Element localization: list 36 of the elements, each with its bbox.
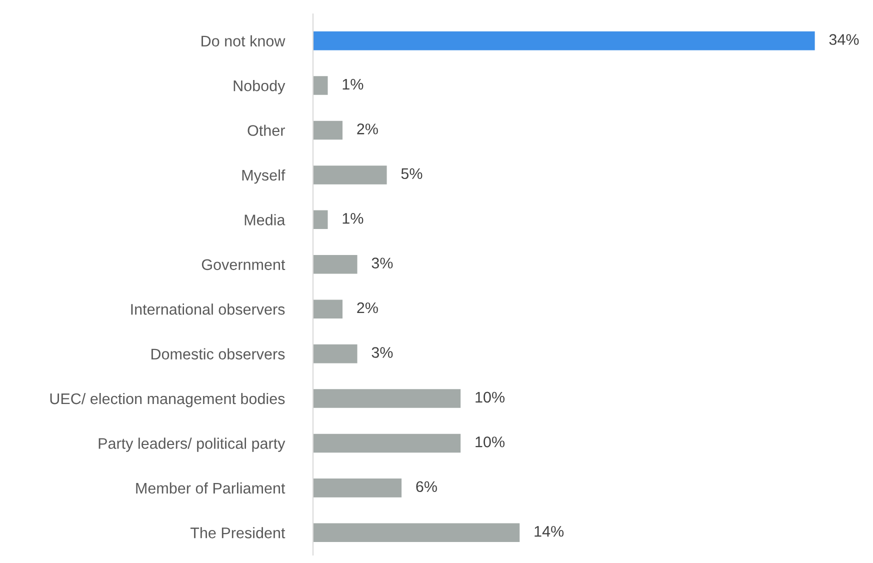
y-tick-label: The President xyxy=(190,527,286,538)
y-tick-label: Domestic observers xyxy=(151,348,285,360)
bar xyxy=(313,254,358,274)
data-label: 6% xyxy=(416,481,437,492)
data-label: 5% xyxy=(401,168,422,180)
bar xyxy=(313,478,402,498)
y-tick-label: UEC/ election management bodies xyxy=(50,392,285,408)
bar xyxy=(313,76,328,95)
data-label: 3% xyxy=(372,258,393,268)
bar xyxy=(313,31,815,50)
data-label: 10% xyxy=(476,436,505,448)
bar xyxy=(313,120,343,140)
bar xyxy=(313,300,343,318)
y-tick-label: Party leaders/ political party xyxy=(98,438,286,452)
bar xyxy=(313,210,328,230)
y-tick-label: Government xyxy=(202,259,286,270)
data-label: 2% xyxy=(357,302,378,314)
bar xyxy=(313,344,358,364)
y-tick-label: Do not know xyxy=(202,35,286,47)
y-tick-label: Media xyxy=(244,214,286,226)
data-label: 10% xyxy=(476,392,505,403)
data-label: 1% xyxy=(342,78,364,90)
data-label: 14% xyxy=(534,526,564,537)
y-tick-label: Member of Parliament xyxy=(136,482,286,494)
bar xyxy=(313,389,461,408)
y-tick-label: Nobody xyxy=(234,80,286,94)
data-label: 3% xyxy=(372,347,393,358)
bar xyxy=(313,434,461,453)
bar xyxy=(313,523,520,542)
bar xyxy=(313,166,387,184)
y-tick-label: Myself xyxy=(242,169,286,184)
data-label: 1% xyxy=(342,213,364,224)
data-label: 34% xyxy=(829,34,859,45)
y-tick-label: International observers xyxy=(131,304,285,315)
y-tick-label: Other xyxy=(248,124,285,136)
data-label: 2% xyxy=(357,124,378,134)
